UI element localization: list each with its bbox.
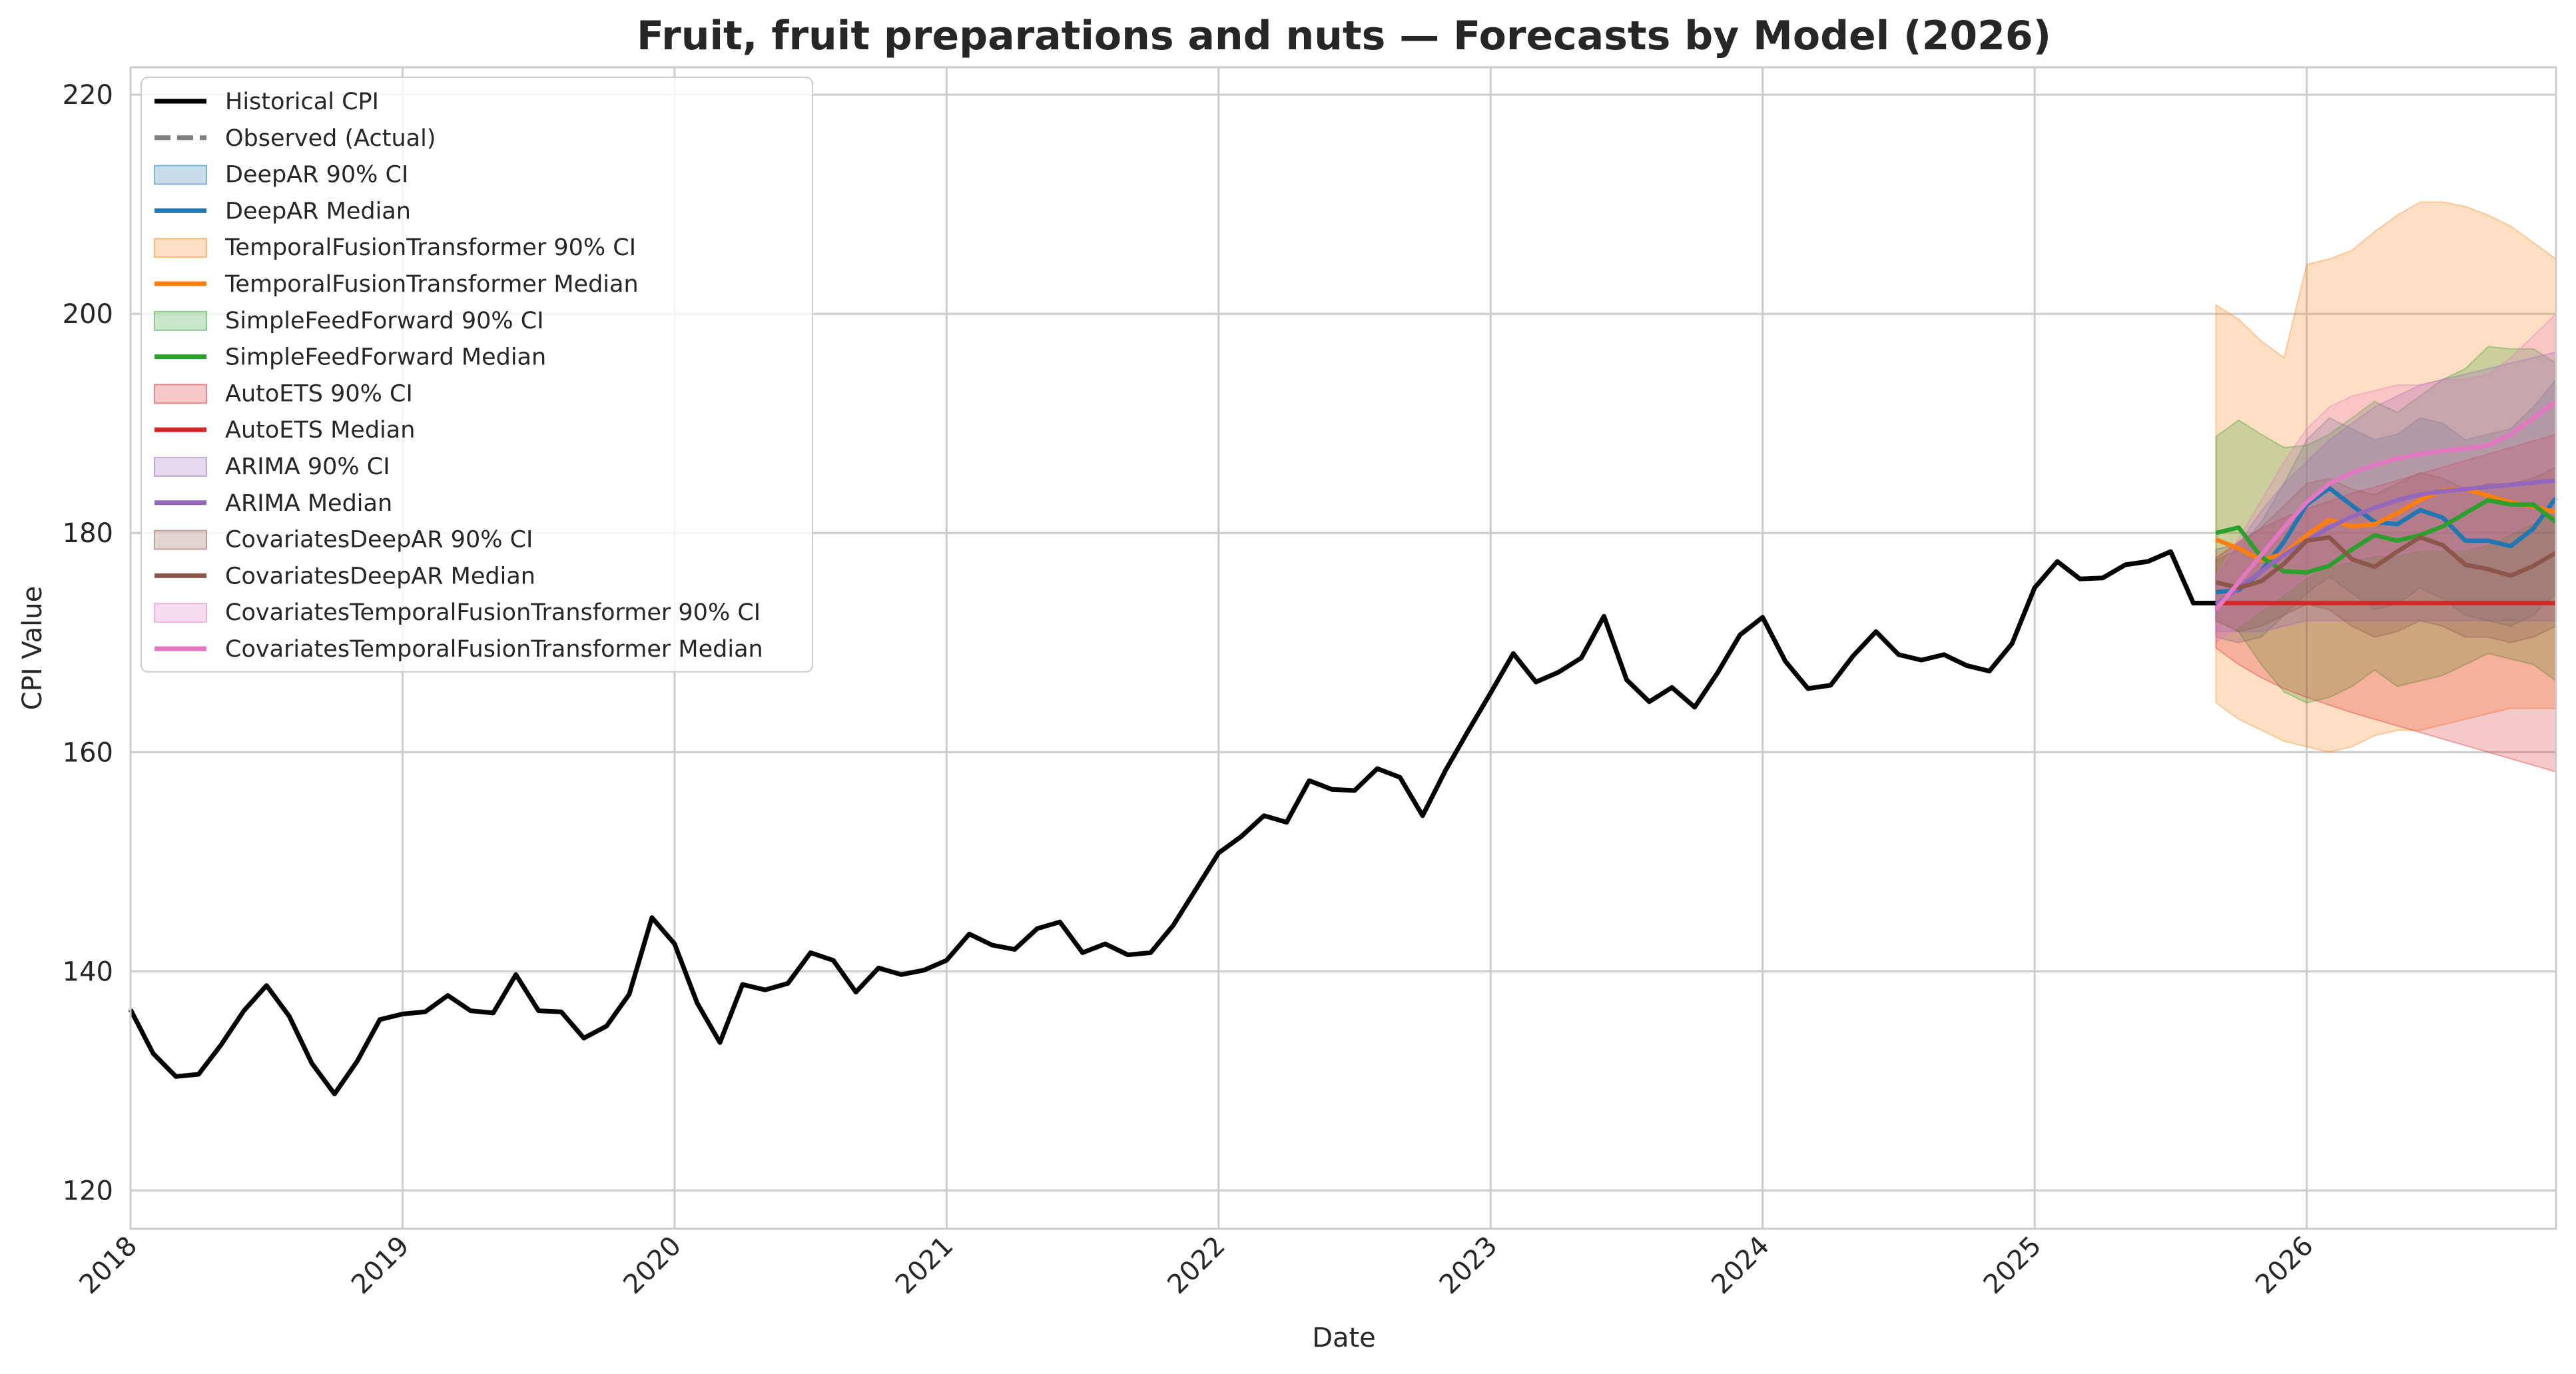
legend-swatch [154,603,207,623]
median-line-temporalfusiontransformer [2215,487,2557,563]
legend-box [141,77,813,673]
y-tick-label: 160 [63,737,113,768]
y-axis-label: CPI Value [17,586,48,710]
legend-swatch [154,238,207,258]
y-tick-label: 120 [63,1176,113,1206]
legend-label: AutoETS Median [225,417,415,444]
legend-label: TemporalFusionTransformer 90% CI [224,234,636,261]
legend-label: AutoETS 90% CI [225,380,413,407]
y-tick-label: 180 [63,518,113,549]
legend-swatch [154,165,207,185]
legend-label: Historical CPI [225,89,379,115]
legend: Historical CPI Observed (Actual) DeepAR 90… [141,77,813,673]
series-lines [128,400,2558,1097]
median-line-covariatesdeepar [2215,535,2557,590]
legend-label: Observed (Actual) [225,125,436,152]
legend-swatch [154,310,207,331]
plot-frame [129,66,2557,1230]
y-tick-label: 220 [63,80,113,111]
legend-label: ARIMA 90% CI [225,454,390,480]
legend-label: CovariatesDeepAR Median [225,563,535,589]
legend-swatch [154,529,207,550]
legend-label: DeepAR Median [225,198,411,224]
legend-label: ARIMA Median [225,490,392,517]
legend-label: SimpleFeedForward 90% CI [225,308,544,334]
legend-label: DeepAR 90% CI [225,162,408,188]
y-tick-label: 200 [63,299,113,330]
y-tick-label: 140 [63,956,113,987]
chart-title: Fruit, fruit preparations and nuts — For… [637,13,2051,59]
x-axis-label: Date [1312,1323,1376,1353]
legend-label: CovariatesDeepAR 90% CI [225,527,533,553]
legend-label: TemporalFusionTransformer Median [224,271,639,298]
historical-cpi-line [128,549,2216,1097]
legend-swatch [154,384,207,404]
median-line-arima [2214,478,2557,606]
legend-label: CovariatesTemporalFusionTransformer Medi… [225,636,763,663]
legend-label: CovariatesTemporalFusionTransformer 90% … [225,599,761,626]
legend-label: SimpleFeedForward Median [225,344,546,371]
legend-swatch [154,457,207,477]
median-line-covariatestemporalfusiontransformer [2214,400,2557,611]
